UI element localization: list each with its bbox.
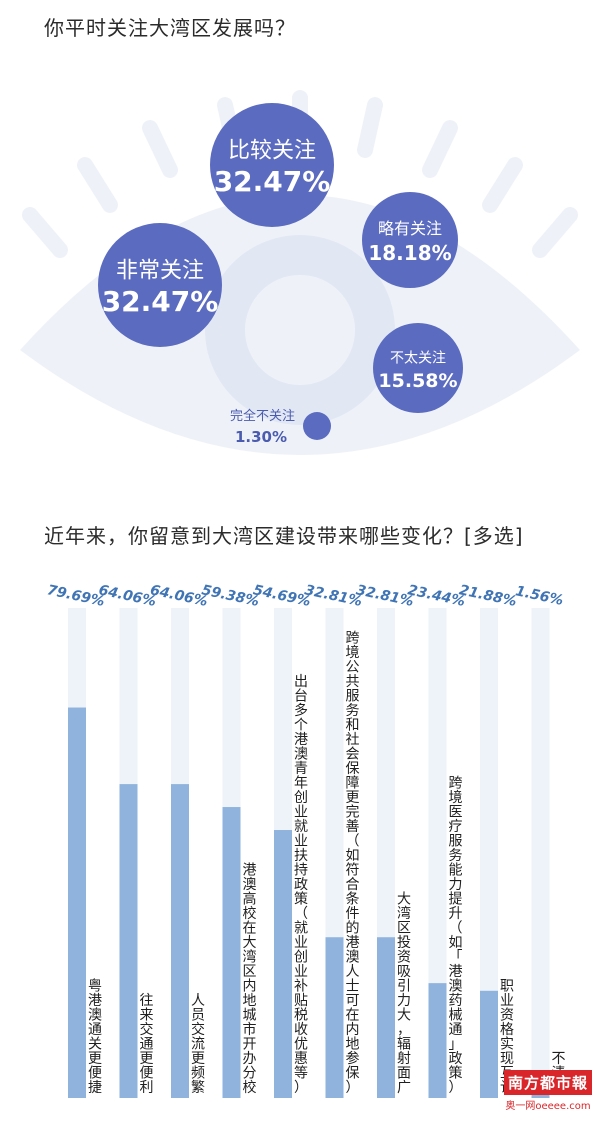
- bubble-group: 比较关注32.47%非常关注32.47%略有关注18.18%不太关注15.58%…: [98, 103, 463, 446]
- bubble-label-0: 比较关注: [228, 139, 316, 164]
- bubble-label-1: 非常关注: [116, 259, 204, 284]
- bar-category-label-6: 大湾区投资吸引力大，辐射面广: [397, 892, 411, 1097]
- bar-7: [428, 983, 447, 1098]
- bubble-value-3: 15.58%: [378, 370, 457, 392]
- bubble-value-4: 1.30%: [235, 428, 287, 446]
- bar-track-7: [428, 608, 447, 1098]
- bubble-value-0: 32.47%: [214, 165, 331, 198]
- bubble-0: [210, 103, 334, 227]
- bar-3: [222, 807, 241, 1098]
- logo-main-text: 南方都市報: [504, 1070, 592, 1095]
- bar-5: [325, 937, 344, 1098]
- bar-group: 79.69%粤港澳通关更便捷64.06%往来交通更便利64.06%人员交流更频繁…: [46, 582, 566, 1098]
- bar-0: [68, 707, 86, 1098]
- bar-2: [171, 784, 189, 1098]
- bar-category-label-5: 跨境公共服务和社会保障更完善（如符合条件的港澳人士可在内地参保）: [346, 631, 360, 1097]
- bar-category-label-7: 跨境医疗服务能力提升（如「港澳药械通」政策）: [449, 776, 463, 1097]
- logo-sub-text: 奥一网oeeee.com: [505, 1101, 591, 1112]
- bar-1: [119, 784, 138, 1098]
- bar-value-label-8: 21.88%: [458, 582, 518, 610]
- bubble-label-4: 完全不关注: [230, 408, 295, 424]
- bubble-value-1: 32.47%: [102, 285, 219, 318]
- bar-value-label-9: 1.56%: [514, 583, 565, 609]
- bar-chart: 79.69%粤港澳通关更便捷64.06%往来交通更便利64.06%人员交流更频繁…: [46, 582, 566, 1098]
- bar-4: [274, 830, 292, 1098]
- newspaper-logo: 南方都市報 奥一网oeeee.com: [504, 1070, 592, 1112]
- bar-category-label-1: 往来交通更便利: [140, 993, 154, 1096]
- bar-category-label-0: 粤港澳通关更便捷: [88, 979, 102, 1097]
- bar-category-label-8: 职业资格实现互认: [500, 979, 514, 1097]
- bar-category-label-4: 出台多个港澳青年创业就业扶持政策（就业创业补贴税收优惠等）: [294, 674, 308, 1096]
- bar-category-label-2: 人员交流更频繁: [191, 993, 205, 1096]
- bubble-3: [373, 323, 463, 413]
- bar-6: [377, 937, 395, 1098]
- bubble-1: [98, 223, 222, 347]
- question-2-title: 近年来，你留意到大湾区建设带来哪些变化？[多选]: [44, 524, 524, 548]
- bubble-4: [303, 412, 331, 440]
- bar-track-9: [531, 608, 550, 1098]
- bubble-label-2: 略有关注: [378, 219, 442, 238]
- question-1-title: 你平时关注大湾区发展吗？: [44, 16, 296, 40]
- bar-category-label-3: 港澳高校在大湾区内地城市开办分校: [243, 863, 257, 1097]
- bubble-value-2: 18.18%: [368, 241, 451, 265]
- bubble-label-3: 不太关注: [390, 351, 446, 367]
- bubble-chart: 比较关注32.47%非常关注32.47%略有关注18.18%不太关注15.58%…: [20, 90, 580, 455]
- bar-track-8: [480, 608, 498, 1098]
- bar-8: [480, 990, 498, 1098]
- bubble-2: [362, 192, 458, 288]
